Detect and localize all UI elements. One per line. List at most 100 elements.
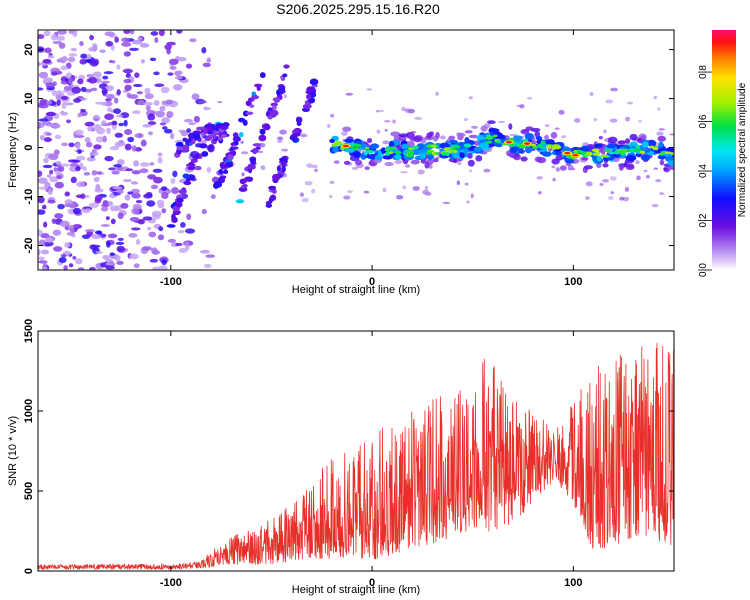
spectrogram-cell <box>240 140 244 144</box>
snr-frame <box>37 330 675 572</box>
spectrogram-cell <box>174 70 182 77</box>
spectrogram-cell <box>80 86 87 93</box>
spectrogram-cell <box>645 175 650 179</box>
spectrogram-cell <box>227 153 234 161</box>
spectrogram-cell <box>84 121 95 127</box>
x-tick-label: -100 <box>160 276 182 288</box>
spectrogram-cell <box>589 92 594 97</box>
spectrogram-cell <box>530 143 537 147</box>
spectrogram-cell <box>413 135 422 143</box>
spectrogram-cell <box>80 193 86 200</box>
spectrogram-cell <box>395 194 404 200</box>
spectrogram-cell <box>653 167 659 170</box>
spectrogram-cell <box>39 135 45 141</box>
spectrogram-cell <box>495 140 502 144</box>
spectrogram-cell <box>341 130 348 136</box>
spectrogram-cell <box>55 93 62 100</box>
spectrogram-cell <box>182 138 188 142</box>
spectrogram-cell <box>42 121 52 126</box>
spectrogram-cell <box>241 151 249 155</box>
spectrogram-cell <box>47 188 53 196</box>
spectrogram-cell <box>223 169 228 174</box>
spectrogram-cell <box>151 247 158 255</box>
x-tick-label: 0 <box>369 276 375 288</box>
spectrogram-cell <box>161 192 169 200</box>
spectrogram-cell <box>91 233 102 239</box>
spectrogram-cell <box>106 241 111 248</box>
x-tick-label: 100 <box>564 577 582 589</box>
spectrogram-cell <box>142 246 152 251</box>
spectrogram-peak <box>524 142 531 145</box>
spectrogram-cell <box>89 151 99 157</box>
colorbar-tick-label: 0.0 <box>698 263 709 277</box>
spectrogram-cell <box>252 147 258 155</box>
spectrogram-cell <box>43 157 49 164</box>
spectrogram-cell <box>534 131 541 138</box>
spectrogram-cell <box>113 108 122 114</box>
spectrogram-cell <box>68 53 78 57</box>
spectrogram-cell <box>131 192 141 199</box>
spectrogram-cell <box>58 42 66 49</box>
spectrogram-cell <box>90 87 98 91</box>
spectrogram-cell <box>56 35 65 41</box>
spectrogram-cell <box>171 187 179 195</box>
spectrogram-cell <box>44 237 54 243</box>
spectrogram-cell <box>420 158 426 164</box>
spectrogram-cell <box>584 165 593 170</box>
spectrogram-cell <box>605 99 614 104</box>
spectrogram-cell <box>651 203 659 208</box>
spectrogram-cell <box>206 57 212 63</box>
spectrogram-cell <box>498 120 506 123</box>
spectrogram-cell <box>59 220 70 228</box>
spectrogram-cell <box>574 117 581 123</box>
spectrogram-cell <box>432 158 439 163</box>
spectrogram-cell <box>198 143 208 149</box>
spectrogram-cell <box>82 166 87 172</box>
spectrogram-cell <box>245 111 254 116</box>
spectrogram-cell <box>124 143 132 151</box>
snr-ylabel: SNR (10 * v/v) <box>7 416 19 486</box>
spectrogram-cell <box>550 131 558 139</box>
spectrogram-cell <box>161 259 167 266</box>
spectrogram-cell <box>508 137 514 141</box>
spectrogram-cell <box>109 193 114 197</box>
spectrogram-cell <box>217 101 223 104</box>
spectrogram-cell <box>369 143 380 149</box>
spectrogram-cell <box>57 165 65 172</box>
spectrogram-cell <box>208 144 215 149</box>
spectrogram-cell <box>128 233 138 238</box>
spectrogram-cell <box>52 229 62 236</box>
spectrogram-cell <box>270 102 279 107</box>
spectrogram-cell <box>147 131 154 136</box>
spectrogram-cell <box>38 34 45 40</box>
spectrogram-cell <box>593 143 603 148</box>
spectrogram-cell <box>603 129 607 134</box>
spectrogram-cell <box>633 149 642 152</box>
spectrogram-cell <box>424 185 428 191</box>
spectrogram-cell <box>376 129 381 134</box>
spectrogram-cell <box>38 170 43 178</box>
spectrogram-cell <box>121 37 130 43</box>
spectrogram-cell <box>466 152 473 159</box>
spectrogram-cell <box>66 231 75 236</box>
spectrogram-cell <box>567 164 574 170</box>
spectrogram-cell <box>79 41 84 47</box>
spectrogram-cell <box>526 96 533 100</box>
spectrogram-cell <box>554 150 563 156</box>
spectrogram-cell <box>149 162 155 166</box>
spectrogram-cell <box>75 143 81 150</box>
spectrogram-cell <box>551 158 560 165</box>
spectrogram-cell <box>530 127 541 132</box>
spectrogram-cell <box>272 173 281 181</box>
spectrogram-cell <box>638 119 642 123</box>
spectrogram-cell <box>50 71 58 76</box>
spectrogram-cell <box>101 120 107 125</box>
spectrogram-cell <box>114 254 121 262</box>
spectrogram-cell <box>152 168 163 173</box>
spectrogram-cell <box>651 146 659 150</box>
spectrogram-cell <box>564 159 575 164</box>
spectrogram-cell <box>68 30 78 34</box>
spectrogram-cell <box>311 188 316 194</box>
spectrogram-cell <box>69 228 75 233</box>
